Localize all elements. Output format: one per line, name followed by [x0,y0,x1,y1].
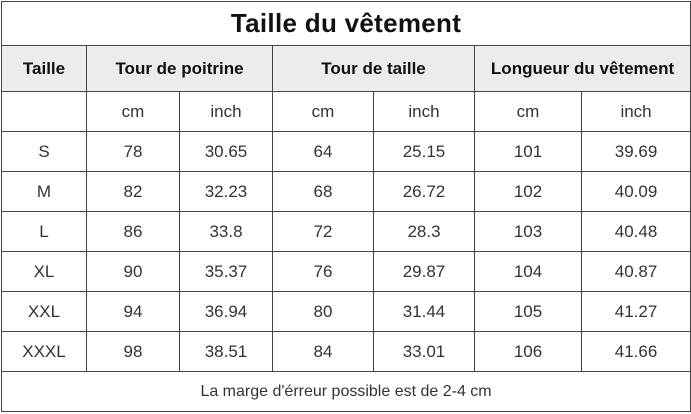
cell-waist-cm: 84 [272,331,374,372]
cell-size: L [1,211,87,252]
header-row: Taille Tour de poitrine Tour de taille L… [1,45,691,92]
header-chest: Tour de poitrine [86,45,273,92]
cell-size: M [1,171,87,212]
unit-size-empty [1,91,87,132]
cell-chest-cm: 90 [86,251,180,292]
header-size: Taille [1,45,87,92]
cell-length-cm: 103 [474,211,582,252]
cell-waist-cm: 68 [272,171,374,212]
cell-length-cm: 105 [474,291,582,332]
table-row: S 78 30.65 64 25.15 101 39.69 [1,131,691,172]
cell-waist-inch: 28.3 [373,211,475,252]
error-margin-note: La marge d'érreur possible est de 2-4 cm [0,371,691,412]
cell-size: XL [1,251,87,292]
cell-length-inch: 41.27 [580,291,691,332]
cell-length-cm: 104 [474,251,582,292]
cell-chest-cm: 86 [86,211,180,252]
table-row: XXXL 98 38.51 84 33.01 106 41.66 [1,331,691,372]
cell-waist-cm: 76 [272,251,374,292]
unit-row: cm inch cm inch cm inch [1,91,691,132]
unit-length-cm: cm [474,91,582,132]
cell-length-cm: 102 [474,171,582,212]
cell-waist-cm: 80 [272,291,374,332]
cell-length-cm: 106 [474,331,582,372]
table-row: M 82 32.23 68 26.72 102 40.09 [1,171,691,212]
cell-chest-inch: 30.65 [179,131,273,172]
note-row: La marge d'érreur possible est de 2-4 cm [0,371,691,412]
cell-length-inch: 40.87 [580,251,691,292]
cell-length-inch: 41.66 [580,331,691,372]
header-waist: Tour de taille [272,45,475,92]
unit-waist-inch: inch [373,91,475,132]
title-row: Taille du vêtement [0,1,691,46]
cell-length-inch: 40.48 [580,211,691,252]
cell-chest-inch: 36.94 [179,291,273,332]
cell-waist-inch: 25.15 [373,131,475,172]
cell-chest-cm: 82 [86,171,180,212]
cell-chest-inch: 33.8 [179,211,273,252]
header-length: Longueur du vêtement [473,45,691,92]
cell-size: XXXL [1,331,87,372]
unit-waist-cm: cm [272,91,374,132]
cell-chest-inch: 35.37 [179,251,273,292]
cell-waist-inch: 29.87 [373,251,475,292]
unit-chest-cm: cm [86,91,180,132]
table-title: Taille du vêtement [0,1,691,46]
cell-waist-inch: 31.44 [373,291,475,332]
unit-chest-inch: inch [179,91,273,132]
cell-chest-cm: 98 [86,331,180,372]
cell-size: XXL [1,291,87,332]
cell-waist-cm: 72 [272,211,374,252]
cell-size: S [1,131,87,172]
table-row: L 86 33.8 72 28.3 103 40.48 [1,211,691,252]
cell-length-cm: 101 [474,131,582,172]
cell-chest-cm: 78 [86,131,180,172]
table-row: XXL 94 36.94 80 31.44 105 41.27 [1,291,691,332]
cell-waist-inch: 26.72 [373,171,475,212]
cell-chest-cm: 94 [86,291,180,332]
cell-length-inch: 40.09 [580,171,691,212]
cell-length-inch: 39.69 [580,131,691,172]
table-row: XL 90 35.37 76 29.87 104 40.87 [1,251,691,292]
cell-waist-inch: 33.01 [373,331,475,372]
cell-chest-inch: 38.51 [179,331,273,372]
cell-chest-inch: 32.23 [179,171,273,212]
unit-length-inch: inch [580,91,691,132]
cell-waist-cm: 64 [272,131,374,172]
